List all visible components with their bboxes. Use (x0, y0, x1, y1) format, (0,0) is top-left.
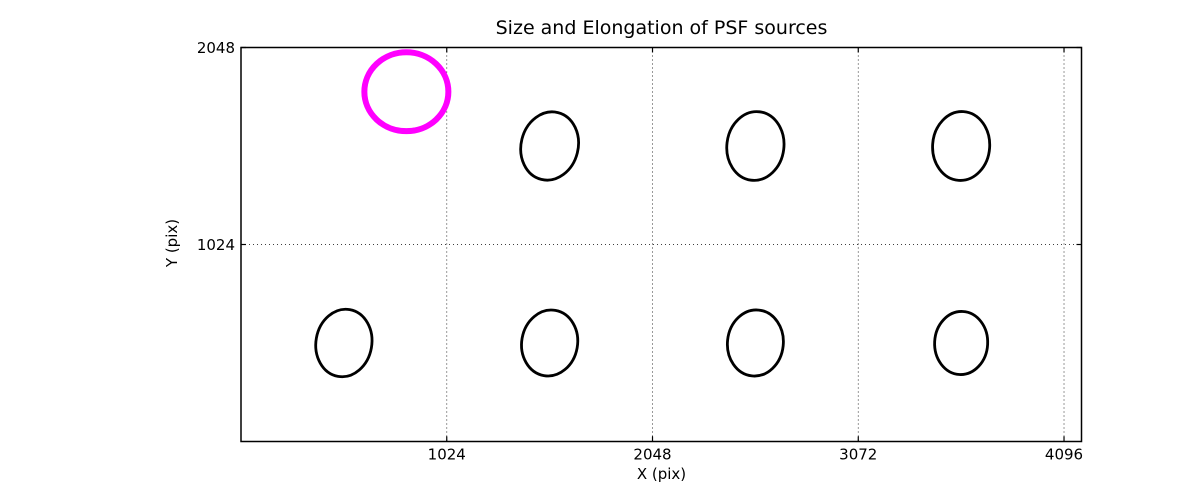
psf-source-ellipse (933, 310, 990, 376)
chart-title: Size and Elongation of PSF sources (495, 17, 828, 39)
psf-source-ellipse (520, 308, 580, 378)
psf-source-ellipse (931, 110, 992, 182)
psf-source-ellipse (725, 110, 786, 182)
y-axis-label: Y (pix) (163, 218, 181, 268)
x-tick-label: 3072 (839, 446, 877, 464)
x-tick-label: 4096 (1045, 446, 1083, 464)
highlight-source-ellipse (361, 49, 452, 135)
psf-source-ellipse (519, 110, 580, 182)
y-tick-label: 2048 (197, 39, 235, 57)
psf-source-ellipse (725, 308, 785, 378)
psf-source-ellipse (314, 307, 374, 379)
x-axis-label: X (pix) (636, 465, 687, 483)
y-tick-label: 1024 (197, 236, 235, 254)
x-tick-label: 2048 (633, 446, 671, 464)
x-tick-label: 1024 (428, 446, 466, 464)
